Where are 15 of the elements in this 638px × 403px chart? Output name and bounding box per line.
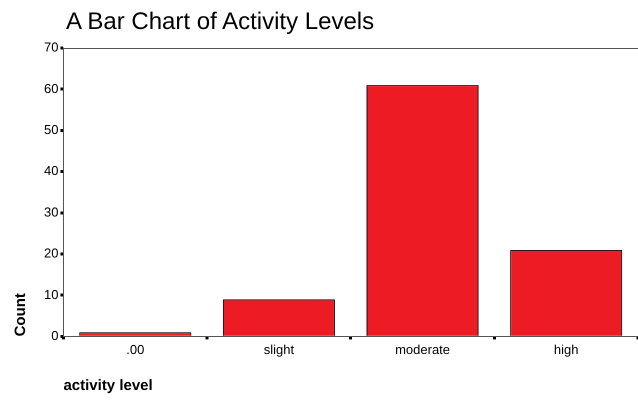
y-tick-label: 20 <box>44 246 58 261</box>
y-tick-label: 60 <box>44 80 58 96</box>
y-axis-title: Count <box>12 293 30 336</box>
x-tick-label: slight <box>264 342 294 357</box>
x-tick-label: moderate <box>395 342 450 357</box>
x-axis-title: activity level <box>63 377 153 394</box>
x-tick-label: .00 <box>126 342 144 357</box>
chart-title: A Bar Chart of Activity Levels <box>66 8 374 36</box>
y-tick-label: 40 <box>44 163 58 178</box>
y-tick-label: 50 <box>44 122 58 137</box>
y-tick-label: 0 <box>51 328 58 343</box>
x-tick-label: high <box>554 342 578 357</box>
y-tick-label: 30 <box>44 204 58 220</box>
y-tick-label: 10 <box>44 286 58 302</box>
y-tick-label: 70 <box>44 40 58 55</box>
